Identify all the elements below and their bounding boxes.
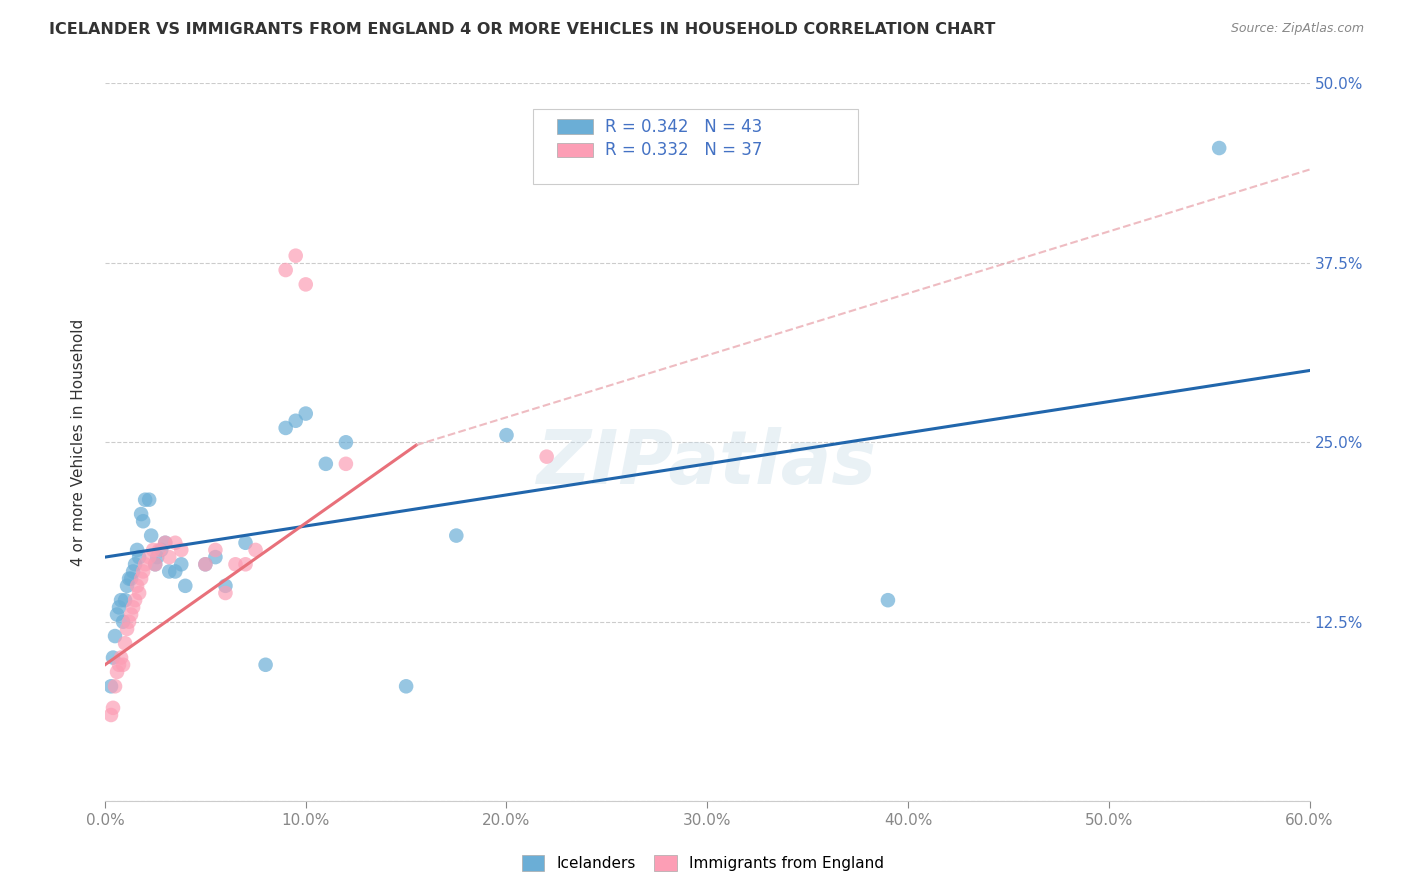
Point — [114, 636, 136, 650]
Point — [150, 543, 173, 558]
Point — [100, 708, 122, 723]
Point — [138, 492, 160, 507]
Point — [110, 593, 132, 607]
Point — [115, 579, 138, 593]
Point — [128, 586, 150, 600]
Point — [122, 565, 145, 579]
Point — [235, 558, 257, 572]
Point — [1208, 141, 1230, 155]
Text: R = 0.332   N = 37: R = 0.332 N = 37 — [605, 141, 762, 159]
Point — [120, 572, 142, 586]
Text: Source: ZipAtlas.com: Source: ZipAtlas.com — [1230, 22, 1364, 36]
Point — [143, 558, 166, 572]
Point — [101, 701, 124, 715]
Y-axis label: 4 or more Vehicles in Household: 4 or more Vehicles in Household — [72, 318, 86, 566]
Point — [284, 414, 307, 428]
Text: ICELANDER VS IMMIGRANTS FROM ENGLAND 4 OR MORE VEHICLES IN HOUSEHOLD CORRELATION: ICELANDER VS IMMIGRANTS FROM ENGLAND 4 O… — [49, 22, 995, 37]
FancyBboxPatch shape — [557, 143, 593, 157]
Point — [124, 593, 146, 607]
Point — [142, 543, 165, 558]
Point — [146, 550, 169, 565]
Point — [165, 535, 187, 549]
Point — [108, 657, 131, 672]
FancyBboxPatch shape — [533, 109, 858, 184]
Point — [155, 535, 177, 549]
Point — [127, 543, 149, 558]
Point — [120, 607, 142, 622]
Point — [138, 550, 160, 565]
Point — [134, 492, 156, 507]
Point — [235, 535, 257, 549]
Point — [122, 600, 145, 615]
Point — [118, 615, 141, 629]
Point — [104, 629, 127, 643]
Point — [165, 565, 187, 579]
Point — [141, 528, 163, 542]
Point — [294, 277, 316, 292]
Point — [495, 428, 517, 442]
Point — [115, 622, 138, 636]
Point — [194, 558, 217, 572]
Legend: Icelanders, Immigrants from England: Icelanders, Immigrants from England — [516, 849, 890, 877]
Point — [204, 550, 226, 565]
Point — [134, 558, 156, 572]
Point — [446, 528, 468, 542]
Point — [214, 579, 236, 593]
Point — [224, 558, 246, 572]
Point — [100, 679, 122, 693]
Point — [129, 572, 152, 586]
Point — [254, 657, 277, 672]
Point — [157, 565, 180, 579]
Point — [127, 579, 149, 593]
Point — [170, 543, 193, 558]
Point — [245, 543, 267, 558]
Point — [194, 558, 217, 572]
Point — [101, 650, 124, 665]
Point — [395, 679, 418, 693]
Point — [204, 543, 226, 558]
Text: R = 0.342   N = 43: R = 0.342 N = 43 — [605, 118, 762, 136]
Point — [128, 550, 150, 565]
Point — [536, 450, 558, 464]
Point — [132, 565, 155, 579]
Point — [129, 507, 152, 521]
Point — [274, 421, 297, 435]
Point — [108, 600, 131, 615]
Point — [112, 615, 135, 629]
Point — [335, 457, 357, 471]
FancyBboxPatch shape — [557, 120, 593, 134]
Point — [124, 558, 146, 572]
Point — [315, 457, 337, 471]
Point — [294, 407, 316, 421]
Point — [132, 514, 155, 528]
Point — [274, 263, 297, 277]
Point — [105, 607, 128, 622]
Point — [118, 572, 141, 586]
Point — [335, 435, 357, 450]
Point — [148, 543, 170, 558]
Point — [112, 657, 135, 672]
Point — [170, 558, 193, 572]
Point — [105, 665, 128, 679]
Point — [174, 579, 197, 593]
Point — [284, 249, 307, 263]
Point — [877, 593, 900, 607]
Text: ZIPatlas: ZIPatlas — [537, 427, 877, 500]
Point — [214, 586, 236, 600]
Point — [155, 535, 177, 549]
Point — [157, 550, 180, 565]
Point — [114, 593, 136, 607]
Point — [104, 679, 127, 693]
Point — [143, 558, 166, 572]
Point — [110, 650, 132, 665]
